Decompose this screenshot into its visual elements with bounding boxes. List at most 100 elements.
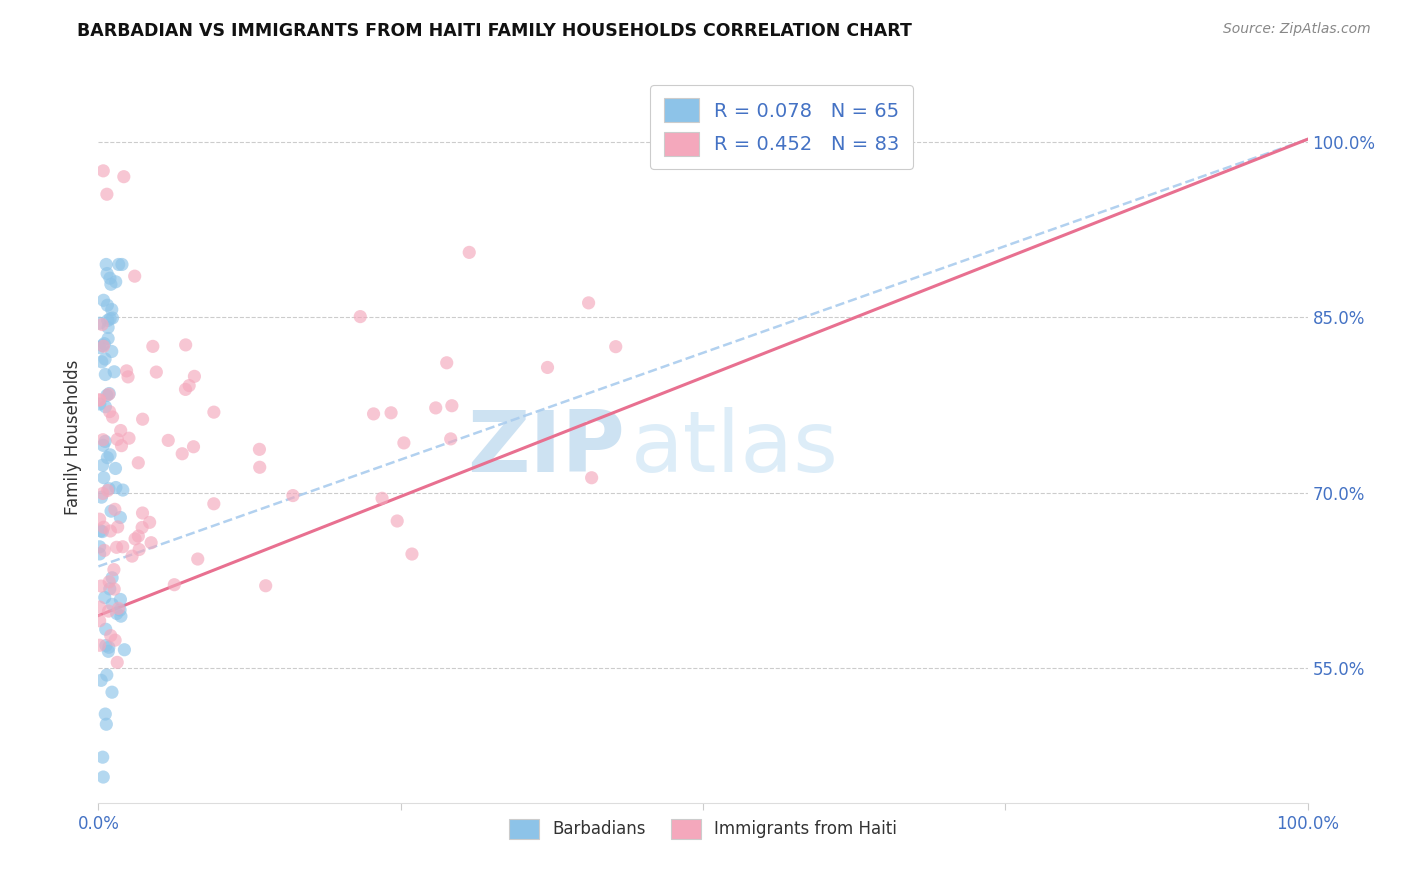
Point	[172, 447, 194, 461]
Point	[249, 442, 271, 457]
Point	[89, 512, 111, 526]
Point	[93, 339, 115, 353]
Point	[121, 549, 143, 563]
Point	[100, 277, 122, 292]
Point	[96, 450, 118, 465]
Point	[183, 369, 205, 384]
Point	[107, 601, 129, 615]
Point	[89, 316, 111, 330]
Point	[93, 293, 115, 308]
Point	[94, 351, 117, 366]
Point	[183, 440, 205, 454]
Point	[91, 438, 114, 452]
Point	[110, 424, 132, 438]
Point	[118, 431, 141, 445]
Point	[98, 574, 121, 589]
Point	[249, 460, 271, 475]
Point	[139, 535, 162, 549]
Point	[94, 400, 117, 414]
Point	[94, 434, 117, 449]
Point	[96, 388, 118, 402]
Point	[93, 543, 115, 558]
Point	[104, 502, 127, 516]
Point	[281, 489, 304, 503]
Point	[105, 433, 128, 447]
Point	[254, 579, 277, 593]
Point	[98, 582, 121, 596]
Point	[89, 614, 111, 628]
Point	[174, 383, 197, 397]
Point	[131, 506, 153, 520]
Point	[101, 685, 124, 699]
Point	[93, 520, 115, 534]
Point	[96, 298, 118, 312]
Point	[112, 169, 135, 184]
Point	[97, 331, 120, 345]
Point	[89, 392, 111, 407]
Point	[91, 770, 114, 784]
Point	[142, 339, 165, 353]
Point	[90, 490, 112, 504]
Point	[131, 412, 153, 426]
Point	[174, 338, 197, 352]
Point	[100, 504, 122, 518]
Point	[100, 302, 122, 317]
Text: atlas: atlas	[630, 407, 838, 490]
Point	[91, 164, 114, 178]
Point	[425, 401, 447, 415]
Point	[100, 524, 122, 538]
Point	[94, 639, 117, 653]
Point	[89, 397, 111, 411]
Point	[440, 399, 463, 413]
Point	[202, 497, 225, 511]
Point	[98, 386, 121, 401]
Point	[101, 598, 124, 612]
Point	[103, 582, 125, 596]
Point	[94, 707, 117, 722]
Point	[91, 486, 114, 500]
Point	[105, 607, 128, 621]
Point	[91, 318, 114, 332]
Point	[98, 311, 121, 326]
Point	[101, 410, 124, 425]
Point	[187, 552, 209, 566]
Point	[89, 341, 111, 355]
Point	[97, 644, 120, 658]
Point	[436, 356, 458, 370]
Text: Source: ZipAtlas.com: Source: ZipAtlas.com	[1223, 22, 1371, 37]
Point	[96, 257, 118, 271]
Point	[91, 433, 114, 447]
Point	[97, 320, 120, 334]
Point	[98, 482, 121, 496]
Point	[100, 344, 122, 359]
Point	[90, 673, 112, 688]
Point	[131, 520, 153, 534]
Point	[94, 622, 117, 636]
Point	[111, 257, 134, 271]
Point	[97, 640, 120, 655]
Point	[94, 368, 117, 382]
Point	[90, 579, 112, 593]
Point	[91, 458, 114, 472]
Point	[103, 365, 125, 379]
Point	[105, 656, 128, 670]
Point	[98, 271, 121, 285]
Point	[100, 629, 122, 643]
Point	[90, 355, 112, 369]
Point	[363, 407, 385, 421]
Point	[440, 432, 463, 446]
Point	[91, 750, 114, 764]
Point	[110, 592, 132, 607]
Point	[110, 510, 132, 524]
Point	[581, 471, 603, 485]
Point	[98, 448, 121, 462]
Point	[115, 364, 138, 378]
Point	[111, 483, 134, 497]
Point	[89, 600, 111, 615]
Point	[124, 532, 146, 546]
Point	[104, 481, 127, 495]
Point	[111, 540, 134, 554]
Point	[97, 483, 120, 498]
Point	[458, 245, 481, 260]
Point	[103, 563, 125, 577]
